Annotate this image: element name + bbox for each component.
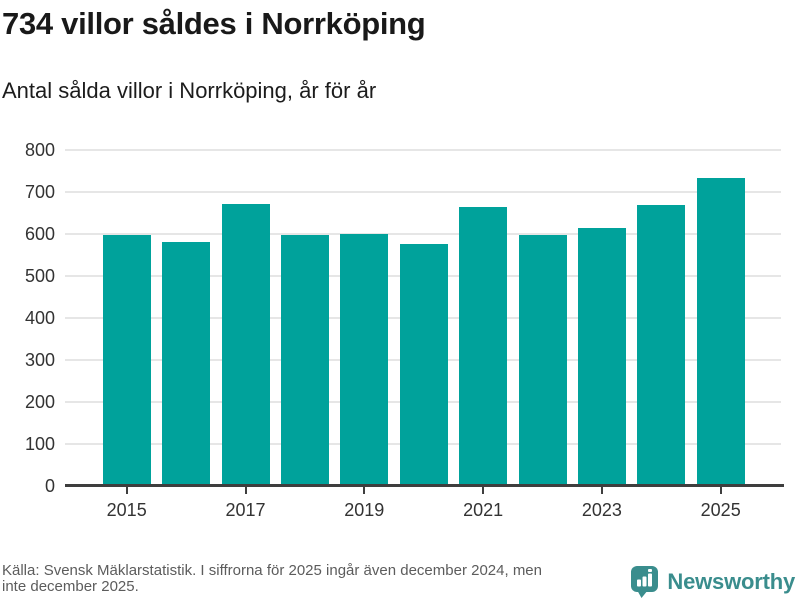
bar-2024	[637, 205, 686, 486]
page-subtitle: Antal sålda villor i Norrköping, år för …	[2, 78, 377, 103]
y-tick-label-200: 200	[24, 392, 55, 412]
bar-2019	[340, 234, 389, 486]
source-note-line1: Källa: Svensk Mäklarstatistik. I siffror…	[2, 562, 542, 579]
x-tick-2025	[719, 487, 722, 494]
gridline-800	[65, 149, 781, 151]
bar-2022	[518, 234, 567, 486]
bar-2020	[399, 243, 448, 486]
gridline-600	[65, 233, 781, 235]
x-tick-label-2025: 2025	[700, 500, 741, 520]
newsworthy-logo[interactable]: Newsworthy	[630, 565, 795, 599]
y-tick-label-300: 300	[24, 350, 55, 370]
x-tick-2015	[125, 487, 128, 494]
bar-2021	[459, 206, 508, 486]
x-axis-line	[65, 484, 784, 487]
x-tick-2017	[244, 487, 247, 494]
y-tick-label-0: 0	[44, 476, 55, 496]
y-tick-label-600: 600	[24, 224, 55, 244]
gridline-700	[65, 191, 781, 193]
bar-2015	[102, 234, 151, 486]
y-tick-label-700: 700	[24, 182, 55, 202]
source-note-line2: inte december 2025.	[2, 577, 139, 595]
y-tick-label-800: 800	[24, 140, 55, 160]
x-tick-label-2023: 2023	[581, 500, 622, 520]
y-tick-label-500: 500	[24, 266, 55, 286]
plot-area	[65, 149, 781, 486]
page-title: 734 villor såldes i Norrköping	[2, 6, 426, 41]
newsworthy-bubble-chart-icon	[630, 565, 660, 599]
y-tick-label-400: 400	[24, 308, 55, 328]
y-tick-label-100: 100	[24, 434, 55, 454]
x-tick-label-2017: 2017	[225, 500, 266, 520]
source-note: Källa: Svensk Mäklarstatistik. I siffror…	[2, 563, 642, 594]
bar-2018	[280, 234, 329, 486]
x-tick-2021	[482, 487, 485, 494]
x-tick-2019	[363, 487, 366, 494]
x-tick-label-2015: 2015	[106, 500, 147, 520]
bar-2017	[221, 204, 270, 486]
bar-2016	[162, 241, 211, 486]
x-tick-label-2021: 2021	[463, 500, 504, 520]
x-tick-2023	[600, 487, 603, 494]
x-tick-label-2019: 2019	[344, 500, 385, 520]
bar-2025	[696, 177, 745, 486]
bar-2023	[577, 228, 626, 486]
newsworthy-wordmark: Newsworthy	[667, 569, 795, 594]
